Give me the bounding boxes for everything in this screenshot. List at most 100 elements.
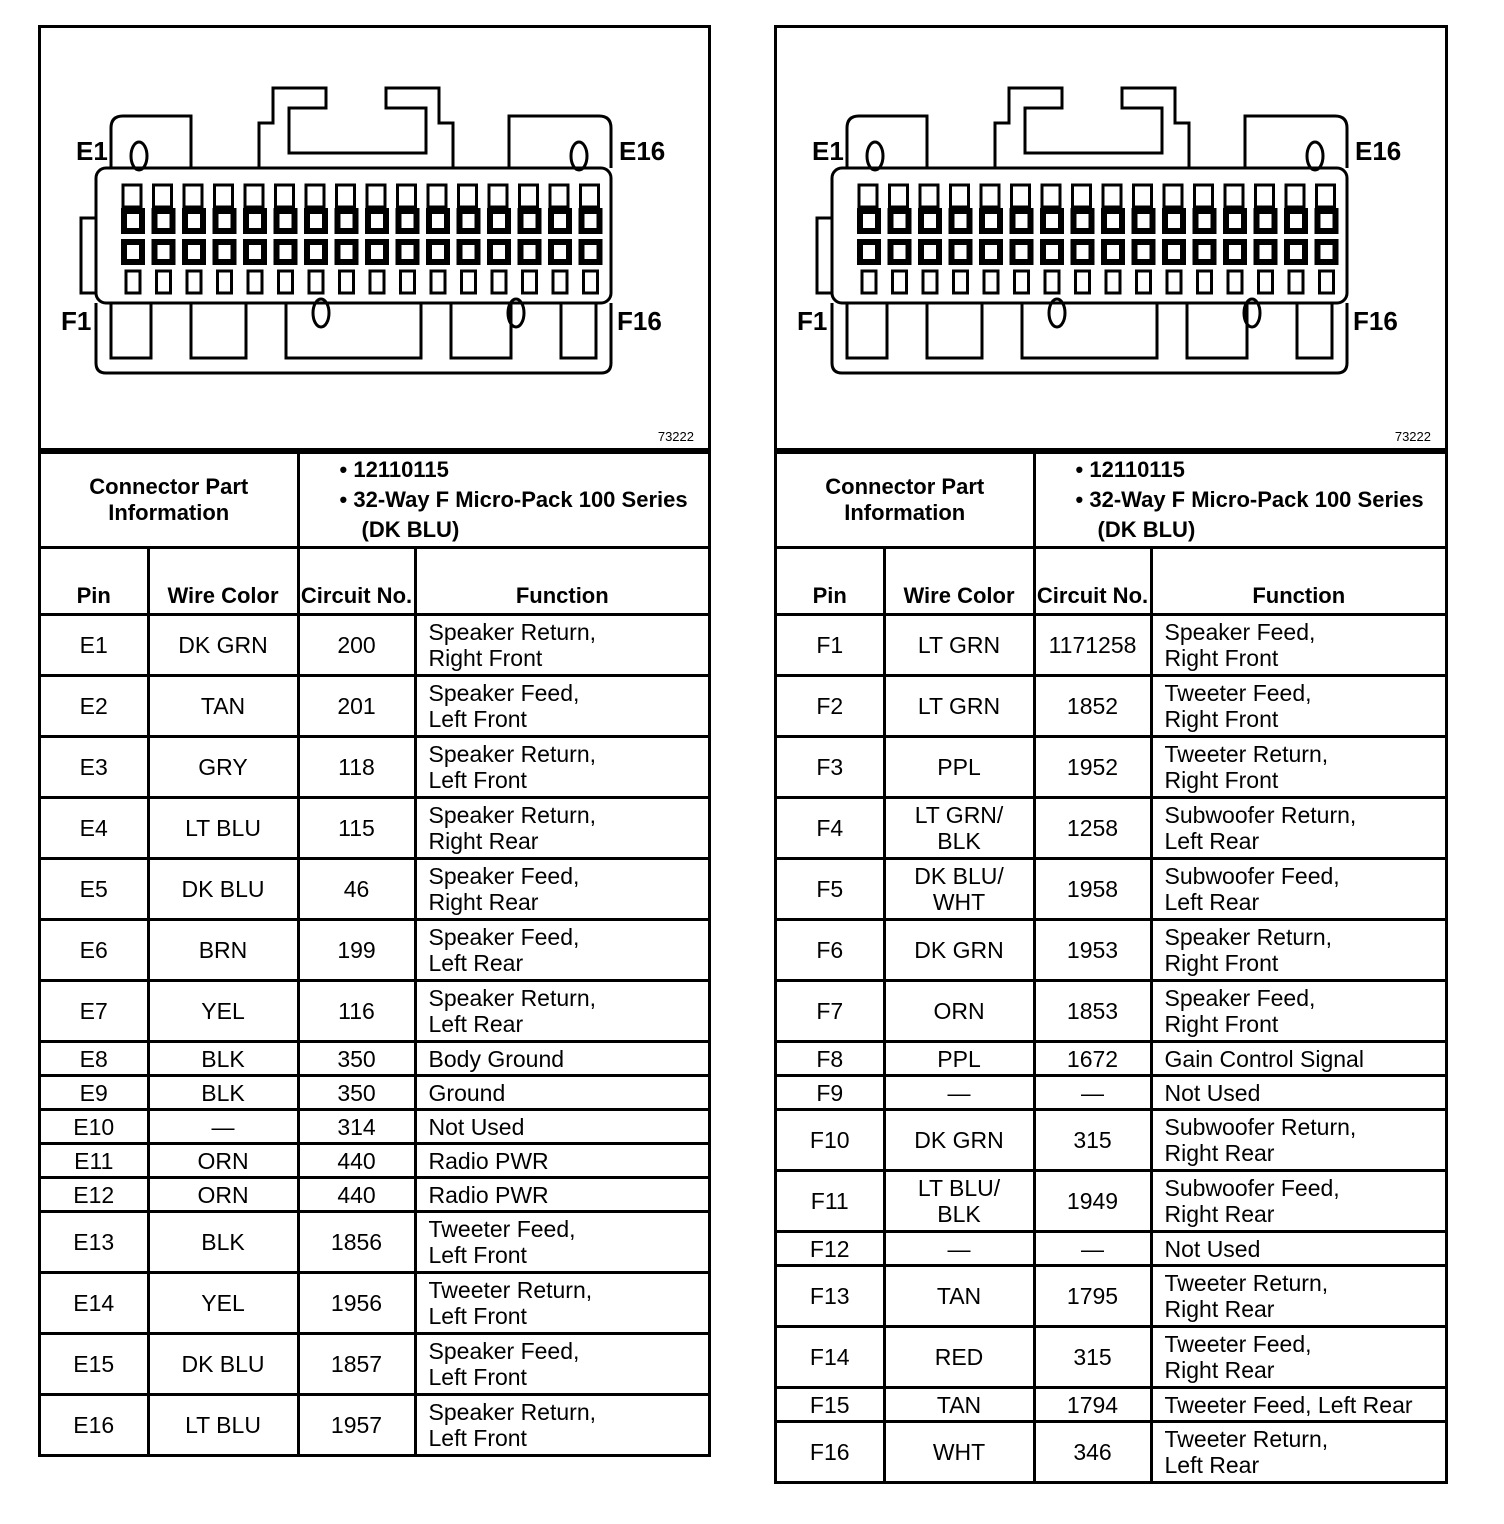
- pin-cell: E1: [41, 613, 150, 677]
- table-row: F11 LT BLU/ BLK 1949 Subwoofer Feed, Rig…: [777, 1169, 1445, 1233]
- wire-color-cell: DK BLU: [146, 857, 300, 921]
- figure-number: 73222: [657, 429, 694, 444]
- wire-color-cell: GRY: [146, 735, 300, 799]
- circuit-cell: 200: [296, 613, 417, 677]
- connector-description: 32-Way F Micro-Pack 100 Series (DK BLU): [353, 487, 688, 542]
- connector-panel-f: E1 E16 F1 F16 73222 Connector Part Infor…: [774, 25, 1448, 1484]
- circuit-cell: 1953: [1032, 918, 1153, 982]
- circuit-cell: 116: [296, 979, 417, 1043]
- table-header: Pin Wire Color Circuit No. Function: [777, 546, 1445, 616]
- wire-color-cell: LT BLU: [146, 1393, 300, 1457]
- pin-cell: E7: [41, 979, 150, 1043]
- pin-label-e1: E1: [812, 136, 844, 166]
- wire-color-cell: TAN: [146, 674, 300, 738]
- pin-cell: F7: [777, 979, 886, 1043]
- pin-cell: E2: [41, 674, 150, 738]
- pin-cell: F15: [777, 1386, 886, 1423]
- pin-label-e16: E16: [619, 136, 665, 166]
- connector-info-row: Connector Part Information • 12110115 • …: [777, 451, 1445, 549]
- function-cell: Speaker Return, Right Front: [1149, 918, 1445, 982]
- connector-diagram: E1 E16 F1 F16 73222: [777, 28, 1445, 451]
- circuit-cell: 1856: [296, 1210, 417, 1274]
- table-row: E15 DK BLU 1857 Speaker Feed, Left Front: [41, 1332, 708, 1396]
- pin-cell: F16: [777, 1420, 886, 1484]
- column-header: Circuit No.: [296, 546, 417, 616]
- column-header: Pin: [777, 546, 886, 616]
- circuit-cell: 1853: [1032, 979, 1153, 1043]
- table-row: E4 LT BLU 115 Speaker Return, Right Rear: [41, 796, 708, 860]
- connector-info-value: • 12110115 • 32-Way F Micro-Pack 100 Ser…: [1032, 451, 1445, 549]
- pin-cell: E12: [41, 1176, 150, 1213]
- pin-cell: E11: [41, 1142, 150, 1179]
- table-row: F12 — — Not Used: [777, 1230, 1445, 1267]
- table-row: F6 DK GRN 1953 Speaker Return, Right Fro…: [777, 918, 1445, 982]
- circuit-cell: 1672: [1032, 1040, 1153, 1077]
- table-row: E8 BLK 350 Body Ground: [41, 1040, 708, 1077]
- pin-label-e1: E1: [76, 136, 108, 166]
- wire-color-cell: DK GRN: [882, 1108, 1036, 1172]
- function-cell: Speaker Feed, Right Rear: [413, 857, 708, 921]
- wire-color-cell: LT GRN: [882, 613, 1036, 677]
- pin-cell: F3: [777, 735, 886, 799]
- wire-color-cell: LT GRN: [882, 674, 1036, 738]
- circuit-cell: 1857: [296, 1332, 417, 1396]
- column-header: Function: [1149, 546, 1445, 616]
- circuit-cell: 1957: [296, 1393, 417, 1457]
- circuit-cell: 1949: [1032, 1169, 1153, 1233]
- connector-info-row: Connector Part Information • 12110115 • …: [41, 451, 708, 549]
- pin-cell: F13: [777, 1264, 886, 1328]
- pin-label-f1: F1: [61, 306, 91, 336]
- function-cell: Radio PWR: [413, 1176, 708, 1213]
- wire-color-cell: ORN: [882, 979, 1036, 1043]
- column-header: Wire Color: [146, 546, 300, 616]
- circuit-cell: 201: [296, 674, 417, 738]
- function-cell: Subwoofer Feed, Left Rear: [1149, 857, 1445, 921]
- connector-description: 32-Way F Micro-Pack 100 Series (DK BLU): [1089, 487, 1424, 542]
- pin-cell: F14: [777, 1325, 886, 1389]
- circuit-cell: 118: [296, 735, 417, 799]
- circuit-cell: 1852: [1032, 674, 1153, 738]
- table-row: F5 DK BLU/ WHT 1958 Subwoofer Feed, Left…: [777, 857, 1445, 921]
- pin-label-f1: F1: [797, 306, 827, 336]
- pin-cell: F11: [777, 1169, 886, 1233]
- pin-cell: F2: [777, 674, 886, 738]
- function-cell: Tweeter Return, Left Rear: [1149, 1420, 1445, 1484]
- table-row: F14 RED 315 Tweeter Feed, Right Rear: [777, 1325, 1445, 1389]
- circuit-cell: 440: [296, 1142, 417, 1179]
- circuit-cell: 440: [296, 1176, 417, 1213]
- table-row: F8 PPL 1672 Gain Control Signal: [777, 1040, 1445, 1077]
- pin-label-e16: E16: [1355, 136, 1401, 166]
- wire-color-cell: WHT: [882, 1420, 1036, 1484]
- pin-cell: F1: [777, 613, 886, 677]
- wire-color-cell: PPL: [882, 1040, 1036, 1077]
- wire-color-cell: LT BLU/ BLK: [882, 1169, 1036, 1233]
- column-header: Function: [413, 546, 708, 616]
- function-cell: Speaker Feed, Left Rear: [413, 918, 708, 982]
- table-row: F16 WHT 346 Tweeter Return, Left Rear: [777, 1420, 1445, 1484]
- table-row: E3 GRY 118 Speaker Return, Left Front: [41, 735, 708, 799]
- pin-cell: E8: [41, 1040, 150, 1077]
- circuit-cell: 1794: [1032, 1386, 1153, 1423]
- pin-label-f16: F16: [617, 306, 662, 336]
- function-cell: Speaker Return, Left Front: [413, 1393, 708, 1457]
- pin-cell: F10: [777, 1108, 886, 1172]
- circuit-cell: 1795: [1032, 1264, 1153, 1328]
- pin-cell: E6: [41, 918, 150, 982]
- table-header: Pin Wire Color Circuit No. Function: [41, 546, 708, 616]
- connector-face-drawing: E1 E16 F1 F16: [797, 86, 1401, 375]
- table-row: F10 DK GRN 315 Subwoofer Return, Right R…: [777, 1108, 1445, 1172]
- pin-cell: E10: [41, 1108, 150, 1145]
- wire-color-cell: YEL: [146, 979, 300, 1043]
- pin-cell: E5: [41, 857, 150, 921]
- function-cell: Not Used: [1149, 1230, 1445, 1267]
- pin-cell: F5: [777, 857, 886, 921]
- wire-color-cell: DK GRN: [882, 918, 1036, 982]
- function-cell: Speaker Return, Right Front: [413, 613, 708, 677]
- figure-number: 73222: [1394, 429, 1431, 444]
- wire-color-cell: RED: [882, 1325, 1036, 1389]
- wire-color-cell: BLK: [146, 1040, 300, 1077]
- wire-color-cell: PPL: [882, 735, 1036, 799]
- table-row: E1 DK GRN 200 Speaker Return, Right Fron…: [41, 613, 708, 677]
- pinout-table: Connector Part Information • 12110115 • …: [41, 451, 708, 1457]
- table-row: F3 PPL 1952 Tweeter Return, Right Front: [777, 735, 1445, 799]
